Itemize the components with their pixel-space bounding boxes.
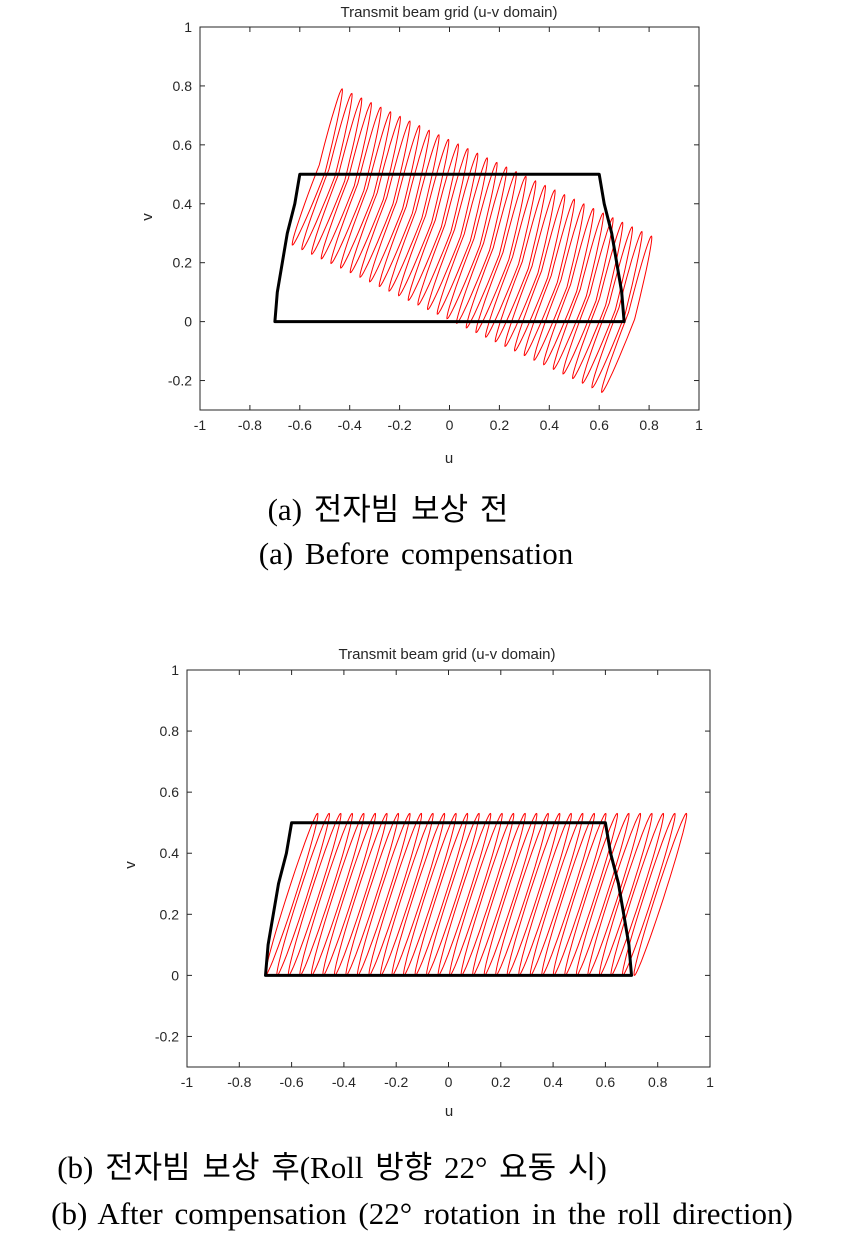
beam-ellipse — [523, 198, 576, 357]
beam-ellipse — [504, 189, 556, 347]
x-tick-label: -0.4 — [338, 417, 362, 433]
beam-ellipse — [572, 221, 624, 380]
beam-ellipse — [359, 120, 411, 278]
chart-a: Transmit beam grid (u-v domain) -1 -0.8 -0… — [139, 4, 703, 467]
beam-ellipse — [426, 152, 479, 311]
beam-ellipse — [320, 102, 372, 260]
axes-box — [199, 26, 700, 411]
beam-ellipse — [349, 115, 401, 274]
chart-b-plot-area: -1 -0.8 -0.6 -0.4 -0.2 0 0.2 0.4 0.6 0.8 1 -0.2 0 0.2… — [155, 662, 714, 1090]
beam-ellipse — [513, 193, 566, 352]
y-tick-label: 0 — [184, 314, 192, 330]
y-tick-label: 0.2 — [160, 906, 180, 922]
y-tick-label: 0.6 — [173, 137, 193, 153]
beam-ellipse — [543, 207, 595, 366]
beam-ellipse — [591, 230, 643, 389]
coverage-boundary — [273, 172, 626, 324]
caption-b-korean: (b) 전자빔 보상 후(Roll 방향 22° 요동 시) — [57, 1150, 607, 1185]
beam-ellipse — [494, 184, 547, 343]
x-tick-label: 0 — [446, 417, 454, 433]
beam-ellipse — [397, 138, 450, 297]
beam-ellipse — [388, 134, 440, 292]
x-tick-label: 0.4 — [540, 417, 560, 433]
x-tick-label: 0 — [445, 1074, 453, 1090]
beam-ellipse — [339, 111, 392, 269]
x-tick-label: 0.6 — [596, 1074, 616, 1090]
x-tick-label: 0.4 — [543, 1074, 563, 1090]
x-tick-label: 0.2 — [491, 1074, 511, 1090]
chart-b-ylabel: v — [122, 861, 139, 869]
beam-ellipse — [562, 217, 614, 375]
x-tick-label: -1 — [181, 1074, 194, 1090]
y-tick-label: 0.2 — [173, 255, 193, 271]
caption-a-english: (a) Before compensation — [258, 536, 574, 571]
y-tick-label: 1 — [171, 662, 179, 678]
beam-ellipse — [601, 235, 653, 393]
beam-ellipse — [465, 171, 518, 329]
beam-ellipse — [407, 143, 460, 301]
chart-a-title: Transmit beam grid (u-v domain) — [340, 4, 557, 21]
caption-b-english: (b) After compensation (22° rotation in … — [51, 1196, 793, 1231]
x-tick-label: -0.6 — [288, 417, 312, 433]
y-tick-label: 0.8 — [160, 723, 180, 739]
x-tick-label: -0.6 — [280, 1074, 304, 1090]
beam-ellipse — [330, 106, 382, 265]
chart-a-plot-area: -1 -0.8 -0.6 -0.4 -0.2 0 0.2 0.4 0.6 0.8 1 -0.2 0 0.2… — [168, 19, 703, 433]
chart-a-ylabel: v — [139, 213, 156, 221]
beam-ellipse — [417, 148, 469, 306]
axes-box — [186, 669, 711, 1068]
x-tick-label: 0.2 — [490, 417, 510, 433]
x-tick-label: 0.8 — [648, 1074, 668, 1090]
chart-a-xlabel: u — [445, 450, 453, 467]
beam-ellipse — [633, 812, 688, 977]
chart-b-title: Transmit beam grid (u-v domain) — [338, 646, 555, 663]
x-tick-label: -0.4 — [332, 1074, 356, 1090]
beam-ellipse — [368, 125, 421, 283]
y-tick-label: 0.6 — [160, 784, 180, 800]
beam-ellipse — [533, 203, 585, 361]
beam-ellipse — [552, 212, 605, 370]
y-tick-label: 0 — [171, 967, 179, 983]
beam-ellipse — [310, 97, 363, 255]
beam-ellipse — [446, 161, 498, 320]
x-tick-label: -0.8 — [227, 1074, 251, 1090]
beam-ellipse — [455, 166, 508, 324]
beam-ellipse — [291, 88, 343, 246]
y-tick-label: 0.8 — [173, 78, 193, 94]
y-tick-label: 0.4 — [173, 196, 193, 212]
beam-ellipse — [475, 175, 527, 334]
beam-ellipse — [301, 92, 353, 251]
beam-ellipse — [581, 226, 634, 384]
x-tick-label: -0.2 — [384, 1074, 408, 1090]
beam-ellipse — [484, 180, 537, 338]
y-tick-label: 0.4 — [160, 845, 180, 861]
caption-a-korean: (a) 전자빔 보상 전 — [267, 492, 509, 527]
y-tick-label: 1 — [184, 19, 192, 35]
coverage-boundary — [264, 821, 633, 977]
x-tick-label: 1 — [695, 417, 703, 433]
y-tick-label: -0.2 — [155, 1028, 179, 1044]
chart-b-xlabel: u — [445, 1103, 453, 1120]
x-tick-label: -1 — [194, 417, 207, 433]
x-tick-label: -0.8 — [238, 417, 262, 433]
x-tick-label: -0.2 — [388, 417, 412, 433]
x-tick-label: 0.6 — [589, 417, 609, 433]
y-tick-label: -0.2 — [168, 373, 192, 389]
x-tick-label: 1 — [706, 1074, 714, 1090]
chart-b: Transmit beam grid (u-v domain) -1 -0.8 -0… — [122, 646, 714, 1120]
beam-ellipse — [436, 157, 489, 315]
x-tick-label: 0.8 — [639, 417, 659, 433]
